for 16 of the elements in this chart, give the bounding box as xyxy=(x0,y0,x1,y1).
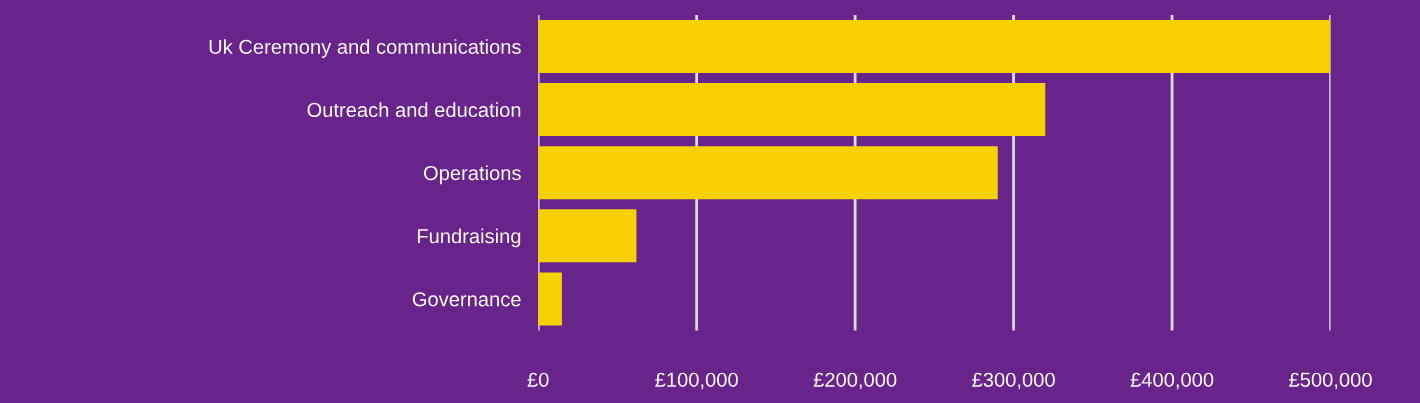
y-tick-label: Operations xyxy=(423,165,521,185)
y-tick-label: Fundraising xyxy=(417,228,521,248)
bar xyxy=(538,209,637,263)
y-tick-label: Governance xyxy=(412,292,521,307)
x-tick-label: £500,000 xyxy=(1289,372,1372,390)
x-tick-label: £0 xyxy=(527,372,549,387)
x-tick-label: £300,000 xyxy=(972,372,1055,390)
bar xyxy=(538,146,998,200)
x-tick-label: £200,000 xyxy=(813,372,897,390)
bar xyxy=(538,83,1046,137)
x-tick-label: £400,000 xyxy=(1130,372,1214,390)
y-tick-label: Uk Ceremony and communications xyxy=(209,39,521,58)
y-tick-label: Outreach and education xyxy=(307,102,521,118)
bar xyxy=(538,19,1331,73)
bar xyxy=(538,272,562,326)
x-tick-label: £100,000 xyxy=(655,372,738,390)
